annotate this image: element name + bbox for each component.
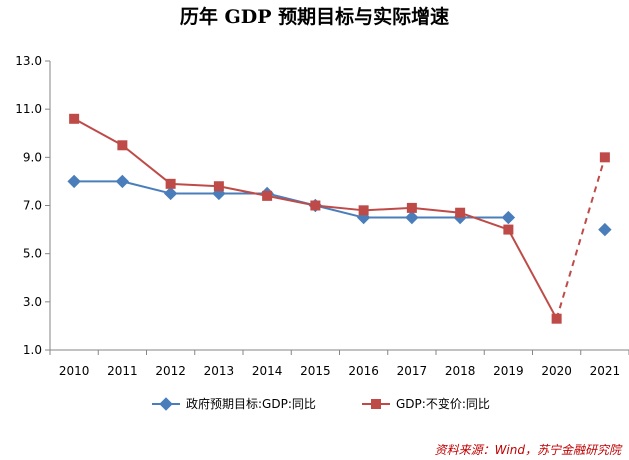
legend: 政府预期目标:GDP:同比 GDP:不变价:同比 <box>152 396 490 411</box>
series-line-segment <box>363 206 412 212</box>
data-point <box>165 178 176 189</box>
x-tick-label: 2010 <box>59 364 90 378</box>
series-line-segment <box>122 180 171 195</box>
legend-swatch-marker <box>371 399 381 409</box>
x-tick-label: 2012 <box>155 364 186 378</box>
y-tick-label: 7.0 <box>23 199 42 213</box>
y-tick-label: 1.0 <box>23 343 42 357</box>
data-point <box>262 190 273 201</box>
x-tick-label: 2011 <box>107 364 138 378</box>
series-line-segment <box>266 194 316 207</box>
series-1 <box>67 174 612 237</box>
series-line-segment <box>121 144 172 185</box>
data-point <box>117 140 128 151</box>
axes: 1.0 3.0 5.0 7.0 9.0 11.0 13.0 2010 2011 2012 2013 2… <box>15 54 629 378</box>
series-line-segment <box>73 117 123 147</box>
series-line-segment <box>315 204 364 212</box>
x-tick-label: 2015 <box>300 364 331 378</box>
series-line-segment <box>459 211 509 231</box>
y-tick-label: 3.0 <box>23 295 42 309</box>
data-point <box>310 200 321 211</box>
chart-title: 历年 GDP 预期目标与实际增速 <box>179 6 450 28</box>
data-point <box>163 186 178 201</box>
data-point <box>115 174 130 189</box>
series-line-segment <box>170 182 219 188</box>
data-point <box>358 205 369 216</box>
data-point <box>213 181 224 192</box>
y-tick-label: 5.0 <box>23 247 42 261</box>
source-note: 资料来源：Wind，苏宁金融研究院 <box>434 443 621 457</box>
data-point <box>599 152 610 163</box>
x-tick-label: 2013 <box>204 364 235 378</box>
data-point <box>503 224 514 235</box>
x-tick-label: 2018 <box>445 364 476 378</box>
y-tick-label: 13.0 <box>15 54 42 68</box>
series-line-segment <box>411 206 461 214</box>
series-line-segment <box>507 229 558 320</box>
data-point <box>551 313 562 324</box>
y-tick-label: 11.0 <box>15 102 42 116</box>
x-tick-label: 2019 <box>493 364 524 378</box>
series-line-segment <box>555 157 606 319</box>
data-point <box>69 113 80 124</box>
series-2 <box>69 113 610 324</box>
series-layer <box>67 113 612 324</box>
series-line-segment <box>315 204 364 219</box>
legend-item-1: 政府预期目标:GDP:同比 <box>152 396 316 411</box>
data-point <box>405 210 419 225</box>
data-point <box>501 210 516 225</box>
data-point <box>598 222 612 237</box>
legend-label: GDP:不变价:同比 <box>396 396 490 411</box>
x-tick-label: 2021 <box>590 364 621 378</box>
legend-label: 政府预期目标:GDP:同比 <box>186 396 316 411</box>
y-tick-label: 9.0 <box>23 150 42 164</box>
x-tick-label: 2020 <box>541 364 572 378</box>
series-line-segment <box>218 185 268 197</box>
legend-item-2: GDP:不变价:同比 <box>362 396 490 411</box>
data-point <box>455 207 466 218</box>
x-tick-label: 2017 <box>397 364 428 378</box>
legend-swatch-marker <box>159 397 173 411</box>
x-tick-label: 2014 <box>252 364 283 378</box>
x-tick-label: 2016 <box>348 364 379 378</box>
data-point <box>406 202 417 213</box>
data-point <box>67 174 81 189</box>
